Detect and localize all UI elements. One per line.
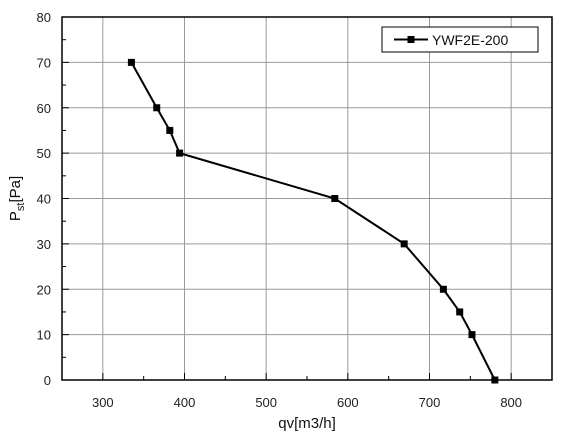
- legend-marker: [407, 36, 415, 43]
- x-tick-label: 500: [255, 395, 277, 410]
- y-axis-label-subscript: st: [15, 203, 27, 212]
- x-tick-label: 300: [92, 395, 114, 410]
- x-axis-label: qv[m3/h]: [278, 415, 336, 432]
- data-point: [331, 195, 339, 202]
- x-tick-label: 700: [419, 395, 441, 410]
- legend-label: YWF2E-200: [432, 32, 508, 48]
- data-point: [468, 331, 476, 339]
- y-tick-label: 10: [37, 328, 51, 343]
- x-tick-label: 600: [337, 395, 359, 410]
- data-point: [166, 126, 174, 134]
- y-tick-label: 0: [44, 373, 51, 388]
- grid-lines: [62, 17, 552, 380]
- y-tick-label: 50: [37, 146, 51, 161]
- series-line: [130, 61, 496, 381]
- y-tick-labels: 0 10 20 30 40 50 60 70 80: [37, 10, 51, 388]
- data-point: [153, 104, 161, 112]
- y-tick-label: 60: [37, 101, 51, 116]
- data-point: [456, 308, 464, 316]
- y-tick-label: 30: [37, 237, 51, 252]
- data-point: [176, 149, 184, 157]
- y-tick-label: 20: [37, 282, 51, 297]
- series-layer: [127, 58, 499, 384]
- minor-ticks: [62, 39, 512, 380]
- y-axis-label-unit: [Pa]: [7, 176, 24, 203]
- y-tick-label: 70: [37, 55, 51, 70]
- x-tick-label: 800: [500, 395, 522, 410]
- data-point: [127, 58, 135, 66]
- y-axis-label-main: P: [7, 211, 24, 221]
- y-axis-label: Pst[Pa]: [7, 176, 27, 221]
- data-point: [491, 376, 499, 384]
- data-point: [439, 285, 447, 293]
- y-tick-label: 80: [37, 10, 51, 25]
- legend: YWF2E-200: [381, 26, 539, 53]
- x-tick-labels: 300 400 500 600 700 800: [92, 395, 522, 410]
- y-tick-label: 40: [37, 192, 51, 207]
- plot-frame: [61, 16, 553, 381]
- data-point: [400, 240, 408, 248]
- x-tick-label: 400: [174, 395, 196, 410]
